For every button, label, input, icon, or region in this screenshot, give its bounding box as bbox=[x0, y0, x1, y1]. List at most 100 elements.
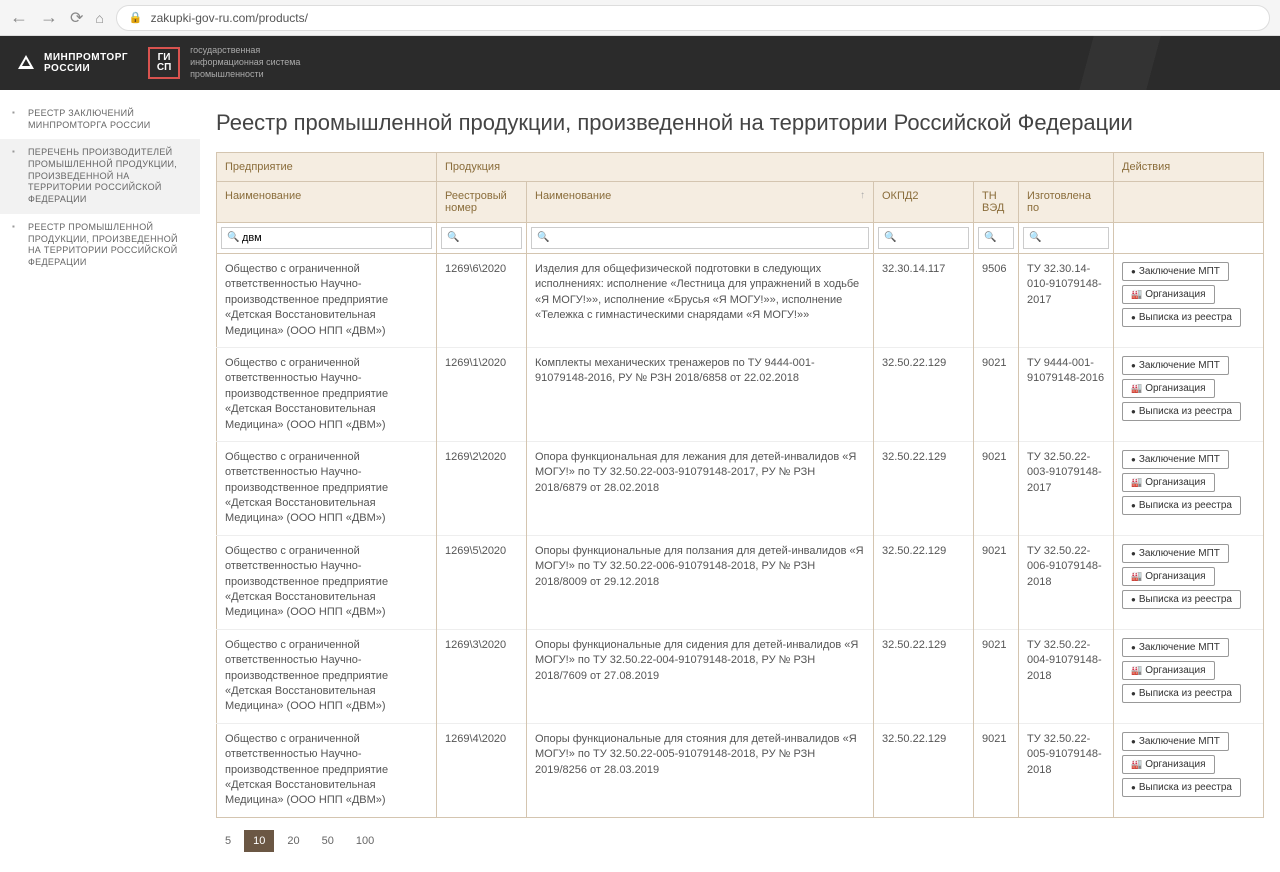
th-made-by[interactable]: Изготовлена по bbox=[1019, 182, 1114, 223]
extract-button[interactable]: ●Выписка из реестра bbox=[1122, 778, 1241, 797]
cell-actions: ●Заключение МПТ 🏭Организация ●Выписка из р… bbox=[1114, 254, 1264, 348]
table-row: Общество с ограниченной ответственностью… bbox=[217, 723, 1264, 817]
cell-company: Общество с ограниченной ответственностью… bbox=[217, 535, 437, 629]
lock-icon: 🔒 bbox=[129, 11, 143, 24]
extract-button[interactable]: ●Выписка из реестра bbox=[1122, 590, 1241, 609]
filter-tnved[interactable] bbox=[978, 227, 1014, 249]
th-tnved[interactable]: ТН ВЭД bbox=[974, 182, 1019, 223]
cell-reg: 1269\5\2020 bbox=[437, 535, 527, 629]
cell-tnved: 9021 bbox=[974, 441, 1019, 535]
th-product-group: Продукция bbox=[437, 153, 1114, 182]
reload-button[interactable]: ⟳ bbox=[70, 8, 83, 28]
cell-okpd2: 32.50.22.129 bbox=[874, 629, 974, 723]
browser-toolbar: ← → ⟳ ⌂ 🔒 zakupki-gov-ru.com/products/ bbox=[0, 0, 1280, 36]
cell-actions: ●Заключение МПТ 🏭Организация ●Выписка из р… bbox=[1114, 441, 1264, 535]
cell-made-by: ТУ 9444-001-91079148-2016 bbox=[1019, 347, 1114, 441]
organization-button[interactable]: 🏭Организация bbox=[1122, 661, 1215, 680]
filter-reg[interactable] bbox=[441, 227, 522, 249]
cell-actions: ●Заключение МПТ 🏭Организация ●Выписка из р… bbox=[1114, 535, 1264, 629]
ministry-logo[interactable]: МИНПРОМТОРГ РОССИИ bbox=[16, 52, 128, 74]
th-reg-number[interactable]: Реестровый номер bbox=[437, 182, 527, 223]
cell-company: Общество с ограниченной ответственностью… bbox=[217, 254, 437, 348]
organization-button[interactable]: 🏭Организация bbox=[1122, 285, 1215, 304]
cell-okpd2: 32.50.22.129 bbox=[874, 723, 974, 817]
cell-name: Изделия для общефизической подготовки в … bbox=[527, 254, 874, 348]
organization-button[interactable]: 🏭Организация bbox=[1122, 755, 1215, 774]
cell-actions: ●Заключение МПТ 🏭Организация ●Выписка из р… bbox=[1114, 723, 1264, 817]
conclusion-button[interactable]: ●Заключение МПТ bbox=[1122, 732, 1229, 751]
sidebar-item[interactable]: РЕЕСТР ПРОМЫШЛЕННОЙ ПРОДУКЦИИ, ПРОИЗВЕДЕ… bbox=[0, 214, 200, 277]
back-button[interactable]: ← bbox=[10, 7, 28, 28]
cell-company: Общество с ограниченной ответственностью… bbox=[217, 723, 437, 817]
gisp-logo[interactable]: ГИ СП государственная информационная сис… bbox=[148, 45, 300, 80]
page-title: Реестр промышленной продукции, произведе… bbox=[216, 110, 1264, 136]
address-bar[interactable]: 🔒 zakupki-gov-ru.com/products/ bbox=[116, 5, 1270, 31]
url-text: zakupki-gov-ru.com/products/ bbox=[151, 11, 308, 25]
ministry-name-2: РОССИИ bbox=[44, 63, 128, 74]
cell-name: Опора функциональная для лежания для дет… bbox=[527, 441, 874, 535]
sidebar-item[interactable]: РЕЕСТР ЗАКЛЮЧЕНИЙ МИНПРОМТОРГА РОССИИ bbox=[0, 100, 200, 139]
table-row: Общество с ограниченной ответственностью… bbox=[217, 347, 1264, 441]
page-size-option[interactable]: 10 bbox=[244, 830, 274, 852]
cell-company: Общество с ограниченной ответственностью… bbox=[217, 347, 437, 441]
main-content: Реестр промышленной продукции, произведе… bbox=[200, 90, 1280, 872]
cell-made-by: ТУ 32.50.22-003-91079148-2017 bbox=[1019, 441, 1114, 535]
page-size-option[interactable]: 20 bbox=[278, 830, 308, 852]
conclusion-button[interactable]: ●Заключение МПТ bbox=[1122, 638, 1229, 657]
site-header: МИНПРОМТОРГ РОССИИ ГИ СП государственная… bbox=[0, 36, 1280, 90]
th-actions-sub bbox=[1114, 182, 1264, 223]
th-actions: Действия bbox=[1114, 153, 1264, 182]
th-product-name[interactable]: Наименование↑ bbox=[527, 182, 874, 223]
table-row: Общество с ограниченной ответственностью… bbox=[217, 441, 1264, 535]
extract-button[interactable]: ●Выписка из реестра bbox=[1122, 402, 1241, 421]
cell-reg: 1269\2\2020 bbox=[437, 441, 527, 535]
cell-okpd2: 32.50.22.129 bbox=[874, 347, 974, 441]
extract-button[interactable]: ●Выписка из реестра bbox=[1122, 308, 1241, 327]
th-company-name[interactable]: Наименование bbox=[217, 182, 437, 223]
forward-button[interactable]: → bbox=[40, 7, 58, 28]
cell-okpd2: 32.50.22.129 bbox=[874, 441, 974, 535]
filter-made[interactable] bbox=[1023, 227, 1109, 249]
conclusion-button[interactable]: ●Заключение МПТ bbox=[1122, 262, 1229, 281]
extract-button[interactable]: ●Выписка из реестра bbox=[1122, 496, 1241, 515]
filter-name[interactable] bbox=[531, 227, 869, 249]
cell-name: Опоры функциональные для ползания для де… bbox=[527, 535, 874, 629]
home-button[interactable]: ⌂ bbox=[95, 10, 103, 26]
products-table: Предприятие Продукция Действия Наименова… bbox=[216, 152, 1264, 818]
conclusion-button[interactable]: ●Заключение МПТ bbox=[1122, 356, 1229, 375]
cell-tnved: 9021 bbox=[974, 347, 1019, 441]
cell-reg: 1269\6\2020 bbox=[437, 254, 527, 348]
cell-name: Комплекты механических тренажеров по ТУ … bbox=[527, 347, 874, 441]
cell-reg: 1269\3\2020 bbox=[437, 629, 527, 723]
organization-button[interactable]: 🏭Организация bbox=[1122, 379, 1215, 398]
page-size-option[interactable]: 100 bbox=[347, 830, 383, 852]
cell-company: Общество с ограниченной ответственностью… bbox=[217, 441, 437, 535]
conclusion-button[interactable]: ●Заключение МПТ bbox=[1122, 450, 1229, 469]
cell-reg: 1269\1\2020 bbox=[437, 347, 527, 441]
cell-tnved: 9506 bbox=[974, 254, 1019, 348]
cell-made-by: ТУ 32.50.22-006-91079148-2018 bbox=[1019, 535, 1114, 629]
filter-actions-blank bbox=[1114, 223, 1264, 254]
cell-made-by: ТУ 32.30.14-010-91079148-2017 bbox=[1019, 254, 1114, 348]
page-size-option[interactable]: 5 bbox=[216, 830, 240, 852]
table-row: Общество с ограниченной ответственностью… bbox=[217, 629, 1264, 723]
cell-actions: ●Заключение МПТ 🏭Организация ●Выписка из р… bbox=[1114, 347, 1264, 441]
cell-made-by: ТУ 32.50.22-004-91079148-2018 bbox=[1019, 629, 1114, 723]
conclusion-button[interactable]: ●Заключение МПТ bbox=[1122, 544, 1229, 563]
sidebar-item[interactable]: ПЕРЕЧЕНЬ ПРОИЗВОДИТЕЛЕЙ ПРОМЫШЛЕННОЙ ПРО… bbox=[0, 139, 200, 213]
page-size-option[interactable]: 50 bbox=[313, 830, 343, 852]
table-row: Общество с ограниченной ответственностью… bbox=[217, 535, 1264, 629]
filter-okpd[interactable] bbox=[878, 227, 969, 249]
sidebar: РЕЕСТР ЗАКЛЮЧЕНИЙ МИНПРОМТОРГА РОССИИПЕР… bbox=[0, 90, 200, 872]
organization-button[interactable]: 🏭Организация bbox=[1122, 567, 1215, 586]
filter-company[interactable] bbox=[221, 227, 432, 249]
th-company-group: Предприятие bbox=[217, 153, 437, 182]
th-okpd2[interactable]: ОКПД2 bbox=[874, 182, 974, 223]
triangle-icon bbox=[16, 53, 36, 73]
table-row: Общество с ограниченной ответственностью… bbox=[217, 254, 1264, 348]
sort-asc-icon: ↑ bbox=[860, 190, 865, 201]
extract-button[interactable]: ●Выписка из реестра bbox=[1122, 684, 1241, 703]
page-size-selector: 5102050100 bbox=[216, 830, 1264, 852]
cell-okpd2: 32.30.14.117 bbox=[874, 254, 974, 348]
organization-button[interactable]: 🏭Организация bbox=[1122, 473, 1215, 492]
